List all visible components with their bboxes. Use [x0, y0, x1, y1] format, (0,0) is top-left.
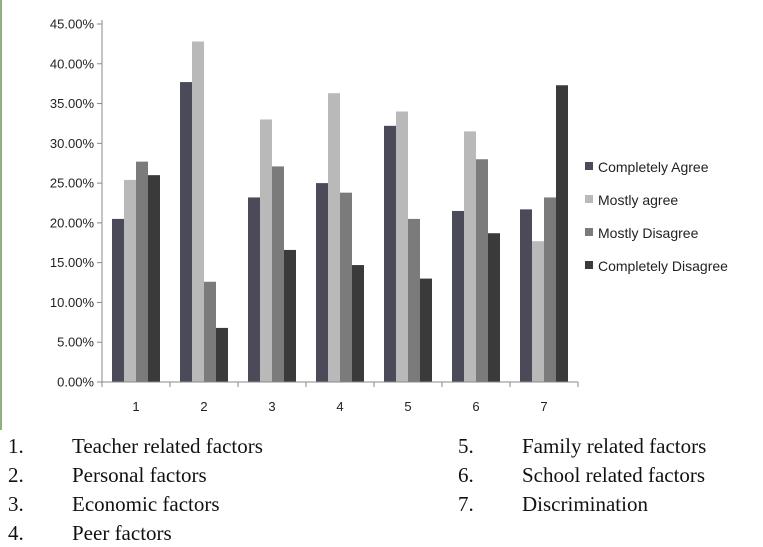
factor-item-5: 5. Family related factors	[458, 434, 758, 460]
factor-label: Peer factors	[72, 521, 172, 545]
x-tick-label: 7	[540, 399, 547, 414]
x-axis-ticks: 1 2 3 4 5 6 7	[101, 382, 579, 414]
bar	[532, 241, 544, 382]
bar	[352, 265, 364, 382]
y-tick-label: 35.00%	[50, 96, 95, 111]
factor-item-2: 2. Personal factors	[8, 463, 368, 489]
bar	[520, 209, 532, 382]
legend-label: Mostly agree	[598, 192, 678, 208]
bar	[396, 111, 408, 382]
bar	[204, 281, 216, 382]
y-tick-label: 30.00%	[50, 136, 95, 151]
factor-number: 5.	[458, 434, 474, 458]
legend-swatch	[585, 195, 593, 203]
factor-list: 1. Teacher related factors 2. Personal f…	[0, 432, 763, 545]
legend-label: Mostly Disagree	[598, 225, 699, 241]
bar	[452, 210, 464, 382]
bar	[384, 125, 396, 382]
factor-item-6: 6. School related factors	[458, 463, 758, 489]
bar	[488, 233, 500, 382]
x-tick-label: 4	[336, 399, 343, 414]
y-tick-label: 10.00%	[50, 295, 95, 310]
factor-item-3: 3. Economic factors	[8, 492, 368, 518]
bar	[556, 85, 568, 382]
x-tick-label: 6	[472, 399, 479, 414]
chart-frame	[0, 0, 2, 430]
bar	[112, 218, 124, 382]
bar	[316, 183, 328, 382]
bar	[284, 249, 296, 382]
x-tick-label: 3	[268, 399, 275, 414]
y-tick-label: 40.00%	[50, 56, 95, 71]
factor-item-4: 4. Peer factors	[8, 521, 368, 547]
legend: Completely Agree Mostly agree Mostly Disag…	[585, 159, 728, 274]
factor-label: Family related factors	[522, 434, 707, 458]
bar	[420, 278, 432, 382]
x-tick-label: 1	[132, 399, 139, 414]
bar	[328, 93, 340, 383]
bar	[340, 192, 352, 382]
factor-number: 2.	[8, 463, 24, 487]
y-tick-label: 5.00%	[57, 335, 94, 350]
y-tick-label: 0.00%	[57, 375, 94, 390]
bar	[216, 327, 228, 382]
legend-label: Completely Agree	[598, 159, 709, 175]
axes	[101, 20, 578, 383]
factor-label: Teacher related factors	[72, 434, 263, 458]
factor-number: 1.	[8, 434, 24, 458]
bars	[112, 41, 568, 383]
legend-swatch	[585, 228, 593, 236]
y-tick-label: 25.00%	[50, 176, 95, 191]
bar	[476, 159, 488, 382]
factor-label: Discrimination	[522, 492, 648, 516]
bar	[464, 131, 476, 382]
bar	[136, 161, 148, 382]
factor-item-1: 1. Teacher related factors	[8, 434, 368, 460]
bar	[408, 218, 420, 382]
legend-swatch	[585, 261, 593, 269]
factor-label: Economic factors	[72, 492, 220, 516]
factor-number: 4.	[8, 521, 24, 545]
legend-swatch	[585, 162, 593, 170]
legend-label: Completely Disagree	[598, 258, 728, 274]
bar	[148, 175, 160, 382]
factor-item-7: 7. Discrimination	[458, 492, 758, 518]
y-tick-label: 20.00%	[50, 215, 95, 230]
x-tick-label: 2	[200, 399, 207, 414]
y-tick-label: 45.00%	[50, 17, 95, 32]
y-axis-ticks: 0.00% 5.00% 10.00% 15.00% 20.00% 25.00% 30.00%…	[50, 17, 102, 390]
bar	[180, 82, 192, 382]
bar-chart: 0.00% 5.00% 10.00% 15.00% 20.00% 25.00% 30.00%…	[50, 17, 728, 415]
x-tick-label: 5	[404, 399, 411, 414]
y-tick-label: 15.00%	[50, 255, 95, 270]
bar	[192, 41, 204, 382]
bar	[248, 197, 260, 382]
factor-number: 6.	[458, 463, 474, 487]
bar	[544, 197, 556, 382]
factor-number: 3.	[8, 492, 24, 516]
bar	[124, 179, 136, 382]
factor-number: 7.	[458, 492, 474, 516]
factor-label: Personal factors	[72, 463, 207, 487]
bar	[260, 119, 272, 382]
bar	[272, 166, 284, 382]
factor-label: School related factors	[522, 463, 706, 487]
